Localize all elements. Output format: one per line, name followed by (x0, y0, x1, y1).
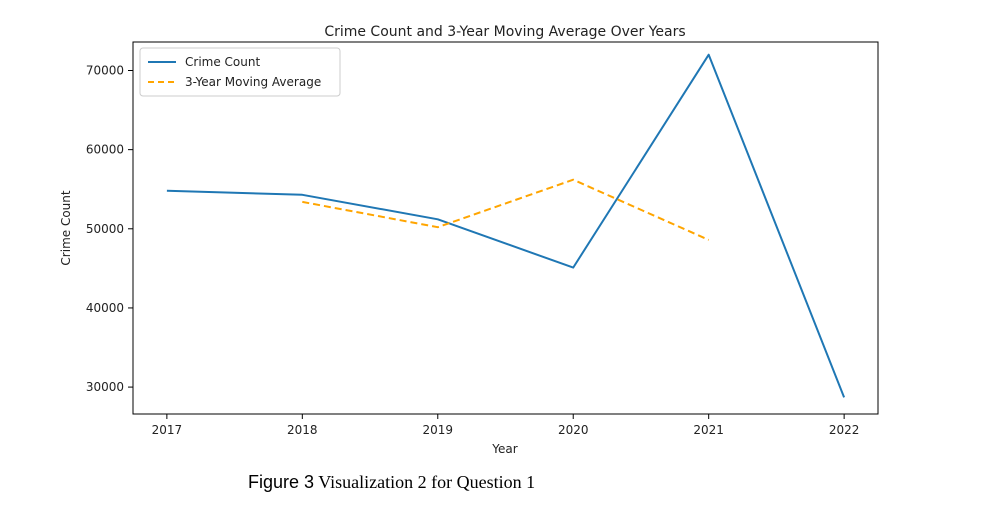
y-tick-label: 70000 (86, 63, 124, 77)
y-tick-label: 40000 (86, 301, 124, 315)
y-axis-label: Crime Count (59, 190, 73, 265)
x-tick-label: 2021 (693, 423, 724, 437)
series-layer (166, 53, 846, 398)
x-tick-label: 2020 (558, 423, 589, 437)
x-tick-label: 2019 (422, 423, 453, 437)
y-tick-label: 60000 (86, 143, 124, 157)
series-line-1 (302, 178, 710, 241)
y-tick-label: 30000 (86, 380, 124, 394)
plot-area (132, 41, 879, 415)
x-axis: 2017 2018 2019 2020 2021 2022 (152, 414, 860, 437)
legend-box (139, 47, 341, 97)
figure-caption-text: Visualization 2 for Question 1 (314, 472, 536, 492)
legend-label-1: 3-Year Moving Average (185, 75, 321, 89)
y-axis: 30000 40000 50000 60000 70000 (86, 63, 133, 394)
series-line-0 (166, 53, 846, 398)
figure-caption: Figure 3 Visualization 2 for Question 1 (248, 472, 535, 493)
legend: Crime Count 3-Year Moving Average (139, 47, 341, 97)
x-tick-label: 2017 (152, 423, 183, 437)
y-tick-label: 50000 (86, 222, 124, 236)
figure-caption-label: Figure 3 (248, 472, 315, 492)
legend-label-0: Crime Count (185, 55, 260, 69)
x-tick-label: 2022 (829, 423, 860, 437)
x-tick-label: 2018 (287, 423, 318, 437)
chart-title: Crime Count and 3-Year Moving Average Ov… (324, 24, 685, 40)
axes-frame (132, 41, 879, 415)
x-axis-label: Year (491, 442, 517, 456)
line-chart: Crime Count and 3-Year Moving Average Ov… (59, 24, 879, 456)
